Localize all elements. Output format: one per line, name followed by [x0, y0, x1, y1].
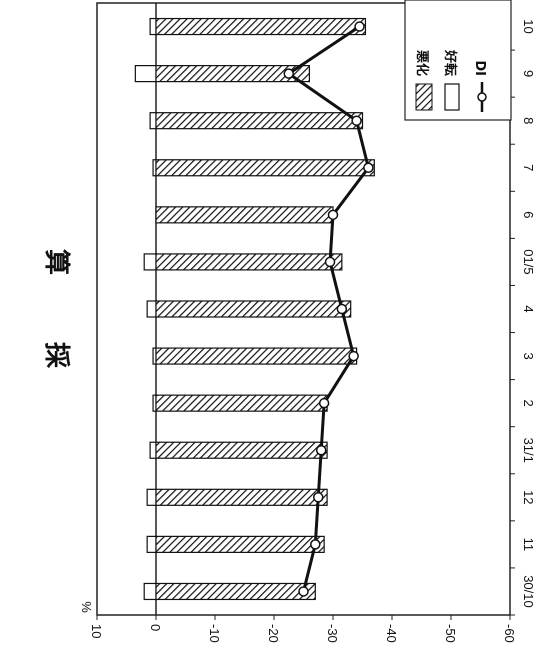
x-tick-label: 2 — [521, 400, 536, 407]
chart-title-char: 算 — [41, 249, 72, 275]
di-point — [327, 209, 339, 221]
y-tick-label: 10 — [89, 624, 104, 638]
legend-swatch-better — [444, 83, 460, 111]
bar-better — [134, 65, 157, 83]
y-tick-label: -30 — [325, 624, 340, 643]
di-point — [324, 256, 336, 268]
di-point — [298, 586, 309, 597]
di-point — [283, 68, 294, 79]
bar-worse — [155, 441, 328, 459]
x-tick-label: 8 — [521, 117, 536, 124]
di-point — [354, 21, 365, 32]
x-tick-label: 31/1 — [521, 438, 536, 463]
bar-better — [146, 488, 157, 506]
di-point — [315, 444, 327, 456]
x-tick-label: 30/10 — [521, 575, 536, 608]
y-tick-label: -10 — [207, 624, 222, 643]
y-tick-label: 0 — [148, 624, 163, 631]
bar-better — [149, 441, 157, 459]
bar-better — [149, 17, 157, 36]
di-point — [313, 492, 324, 503]
y-tick-label: -40 — [384, 624, 399, 643]
bar-worse — [155, 535, 325, 553]
bar-better — [146, 535, 157, 553]
legend-swatch-worse — [415, 83, 433, 111]
bar-better — [146, 300, 157, 318]
bar-worse — [155, 112, 364, 130]
bar-worse — [155, 17, 367, 36]
di-point — [310, 539, 321, 550]
x-tick-label: 6 — [521, 211, 536, 218]
bar-worse — [155, 582, 316, 601]
legend-label: 好転 — [442, 49, 458, 76]
x-tick-label: 9 — [521, 70, 536, 77]
di-point — [351, 115, 362, 126]
bar-worse — [155, 253, 343, 271]
bar-better — [149, 112, 157, 130]
x-tick-label: 7 — [521, 164, 536, 171]
bar-worse — [155, 394, 328, 412]
x-tick-label: 3 — [521, 352, 536, 359]
legend-swatch-di-marker — [477, 92, 487, 102]
y-tick-label: -50 — [443, 624, 458, 643]
chart-title-char: 採 — [41, 342, 71, 369]
x-tick-label: 01/5 — [521, 249, 536, 274]
legend: 悪化 好転 DI — [404, 0, 512, 121]
bar-worse — [155, 300, 352, 318]
legend-label: 悪化 — [414, 50, 430, 76]
x-tick-label: 10 — [521, 19, 536, 33]
di-point — [363, 162, 374, 174]
y-tick-label: -60 — [502, 624, 517, 643]
bar-worse — [155, 159, 375, 177]
chart-title: 採算 — [41, 249, 72, 369]
x-axis-ticks: 30/10 11 12 31/1 2 3 4 01/5 6 7 8 9 10 — [510, 19, 536, 616]
bar-better — [143, 253, 157, 271]
bar-worse — [155, 206, 334, 224]
bar-worse — [155, 65, 310, 83]
legend-label: DI — [472, 60, 487, 76]
di-point — [318, 397, 330, 409]
x-tick-label: 12 — [521, 490, 536, 504]
y-axis-label: % — [79, 601, 94, 613]
bar-better — [143, 582, 157, 601]
x-tick-label: 4 — [521, 305, 536, 312]
di-point — [348, 350, 359, 362]
di-point — [336, 303, 348, 315]
y-tick-label: -20 — [266, 624, 281, 643]
bars-group — [134, 17, 375, 601]
di-line-group — [283, 21, 374, 597]
bar-worse — [155, 488, 328, 506]
bar-worse — [155, 347, 358, 365]
y-axis-ticks: 10 0 -10 -20 -30 -40 -50 -60 — [89, 615, 517, 643]
x-tick-label: 11 — [521, 538, 536, 552]
